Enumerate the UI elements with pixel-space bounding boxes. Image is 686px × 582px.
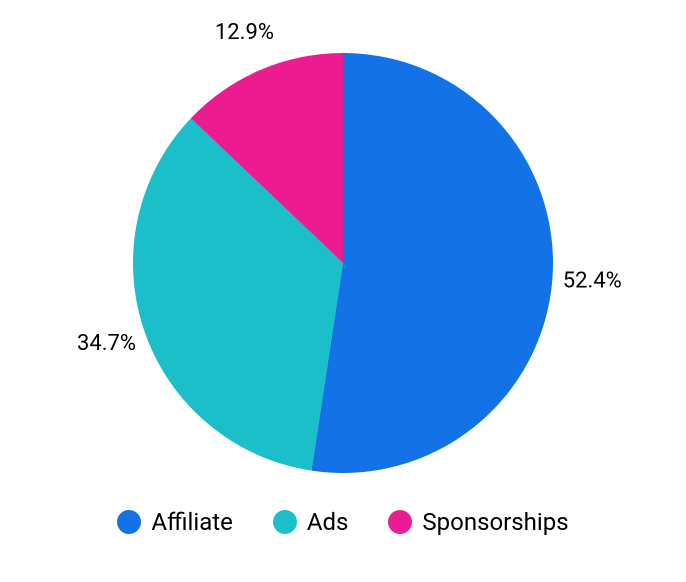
- slice-label-affiliate: 52.4%: [563, 269, 622, 294]
- legend-item-affiliate: Affiliate: [117, 510, 232, 534]
- legend-swatch-icon: [117, 510, 141, 534]
- legend: Affiliate Ads Sponsorships: [0, 510, 686, 534]
- legend-item-sponsorships: Sponsorships: [388, 510, 568, 534]
- slice-label-sponsorships: 12.9%: [215, 20, 274, 45]
- legend-swatch-icon: [273, 510, 297, 534]
- legend-label: Ads: [307, 510, 349, 534]
- pie-chart: 52.4% 34.7% 12.9%: [0, 0, 686, 582]
- legend-label: Affiliate: [151, 510, 232, 534]
- pie-slice-affiliate: [311, 53, 553, 473]
- pie-chart-container: 52.4% 34.7% 12.9% Affiliate Ads Sponsorships: [0, 0, 686, 582]
- legend-label: Sponsorships: [422, 510, 568, 534]
- slice-label-ads: 34.7%: [77, 331, 136, 356]
- legend-swatch-icon: [388, 510, 412, 534]
- legend-item-ads: Ads: [273, 510, 349, 534]
